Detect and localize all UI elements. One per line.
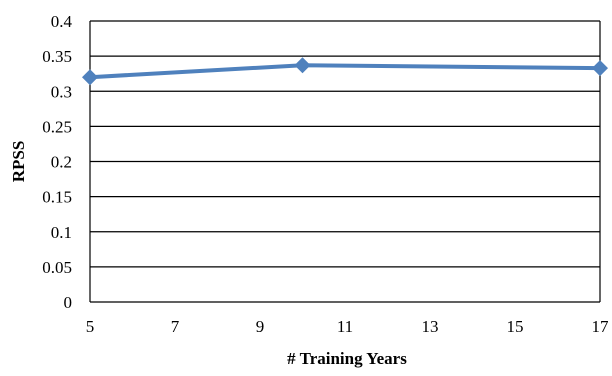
- y-tick-label: 0.2: [51, 153, 72, 172]
- x-tick-label: 5: [86, 317, 95, 336]
- gridlines: [90, 20, 600, 268]
- y-tick-label: 0.1: [51, 223, 72, 242]
- y-axis-title: RPSS: [9, 141, 28, 183]
- x-axis-title: # Training Years: [287, 349, 407, 368]
- y-tick-label: 0.05: [42, 258, 72, 277]
- y-tick-label: 0.3: [51, 82, 72, 101]
- x-tick-label: 15: [507, 317, 524, 336]
- y-tick-label: 0.35: [42, 47, 72, 66]
- x-tick-label: 9: [256, 317, 265, 336]
- x-tick-label: 7: [171, 317, 180, 336]
- series-line: [89, 63, 601, 80]
- x-tick-label: 13: [422, 317, 439, 336]
- x-tick-label: 11: [337, 317, 353, 336]
- y-tick-label: 0: [64, 293, 73, 312]
- data-point-marker: [592, 60, 608, 77]
- tick-labels: 0 0.05 0.1 0.15 0.2 0.25 0.3 0.35 0.4 5 7 9 11 13 15 17: [42, 12, 609, 336]
- y-tick-label: 0.15: [42, 188, 72, 207]
- y-tick-label: 0.25: [42, 117, 72, 136]
- x-tick-label: 17: [592, 317, 610, 336]
- data-point-marker: [294, 57, 311, 74]
- series: [82, 57, 608, 86]
- data-point-marker: [82, 69, 98, 86]
- y-tick-label: 0.4: [51, 12, 73, 31]
